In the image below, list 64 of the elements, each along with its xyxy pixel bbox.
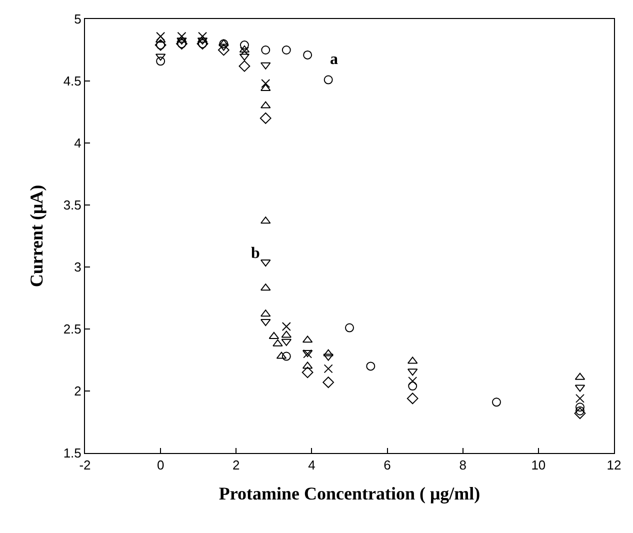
point [492, 398, 501, 407]
point [238, 60, 250, 72]
point [261, 46, 270, 54]
y-tick-label: 2.5 [63, 322, 82, 337]
annotation: b [251, 245, 260, 262]
point [156, 32, 166, 41]
point [218, 44, 230, 56]
point [272, 339, 283, 346]
point [366, 362, 376, 371]
point [219, 39, 228, 48]
point [303, 50, 312, 60]
point [240, 40, 249, 50]
point [260, 319, 271, 326]
annotation: a [330, 51, 338, 68]
point [260, 260, 271, 267]
y-tick-label: 3.5 [63, 198, 82, 213]
point [282, 352, 291, 361]
x-tick-label: -2 [79, 458, 91, 473]
point [218, 39, 229, 46]
point [260, 112, 272, 124]
point [408, 382, 418, 391]
point [218, 44, 229, 51]
point [260, 310, 271, 317]
y-axis-title: Current (μA) [26, 184, 47, 288]
x-tick-label: 0 [156, 458, 164, 473]
y-tick-label: 3 [74, 260, 82, 275]
point [198, 32, 208, 41]
x-axis-title: Protamine Concentration ( μg/ml) [218, 484, 480, 504]
point [177, 32, 186, 41]
point [302, 366, 314, 378]
point [156, 56, 166, 66]
x-tick-label: 2 [232, 458, 240, 473]
point [574, 408, 586, 420]
point [575, 402, 584, 412]
point [260, 101, 271, 108]
point [260, 284, 271, 291]
point [282, 46, 291, 54]
x-tick-label: 10 [531, 458, 546, 473]
point [324, 364, 333, 374]
point [345, 323, 354, 332]
point [408, 376, 418, 386]
x-tick-label: 12 [606, 458, 622, 473]
point [575, 394, 584, 403]
y-tick-label: 2 [74, 384, 82, 399]
point [323, 354, 334, 361]
point [261, 78, 270, 88]
y-tick-label: 4.5 [63, 74, 82, 89]
point [260, 84, 271, 91]
y-tick-label: 5 [74, 12, 82, 27]
x-tick-label: 6 [384, 458, 391, 473]
point [323, 349, 334, 356]
point [260, 62, 271, 70]
point [322, 376, 334, 388]
point [282, 322, 291, 332]
point [176, 36, 187, 43]
y-tick-label: 1.5 [63, 446, 82, 461]
point [575, 406, 584, 416]
point [324, 75, 333, 84]
x-tick-label: 4 [308, 458, 316, 473]
point [176, 38, 187, 45]
point [260, 216, 271, 224]
y-tick-label: 4 [74, 136, 82, 151]
point [406, 392, 418, 404]
x-tick-label: 8 [459, 458, 466, 473]
